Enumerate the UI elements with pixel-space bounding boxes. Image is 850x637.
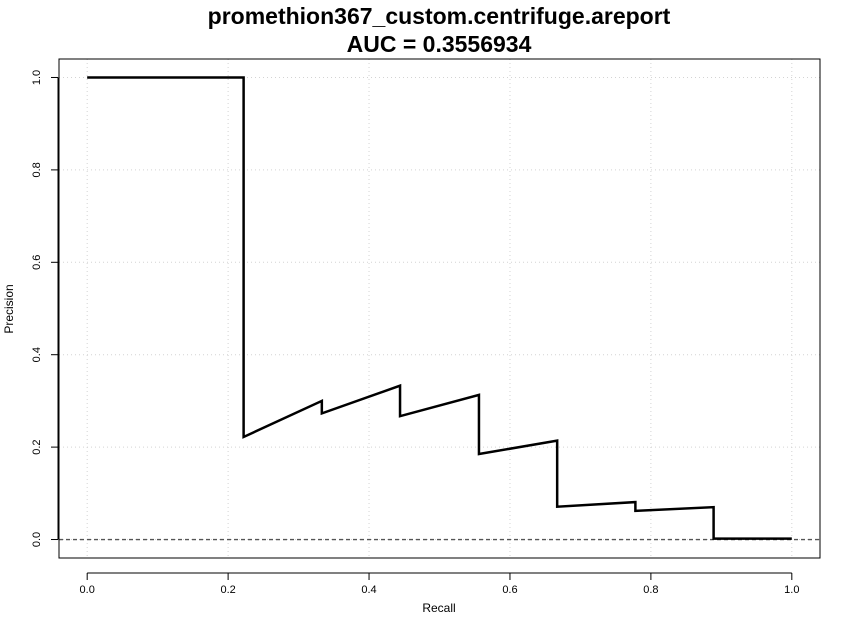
x-tick-label: 0.4 (361, 584, 376, 596)
curve-layer (87, 76, 792, 540)
x-axis-label: Recall (422, 601, 455, 615)
y-tick-label: 0.2 (31, 439, 43, 454)
y-tick-label: 1.0 (31, 70, 43, 85)
x-tick-label: 0.0 (80, 584, 95, 596)
y-tick-label: 0.6 (31, 255, 43, 270)
chart-subtitle: AUC = 0.3556934 (347, 31, 532, 57)
x-tick-label: 1.0 (784, 584, 799, 596)
pr-curve-line (87, 76, 792, 540)
y-axis: 0.0 0.2 0.4 0.6 0.8 1.0 (31, 70, 59, 547)
x-tick-label: 0.2 (220, 584, 235, 596)
x-axis: 0.0 0.2 0.4 0.6 0.8 1.0 (80, 572, 799, 596)
chart-title: promethion367_custom.centrifuge.areport (208, 3, 671, 29)
y-tick-label: 0.0 (31, 532, 43, 547)
y-axis-label: Precision (2, 284, 16, 333)
y-tick-label: 0.4 (31, 347, 43, 362)
grid-lines (59, 59, 820, 558)
plot-frame (58, 58, 821, 559)
x-tick-label: 0.6 (502, 584, 517, 596)
x-tick-label: 0.8 (643, 584, 658, 596)
y-tick-label: 0.8 (31, 162, 43, 177)
